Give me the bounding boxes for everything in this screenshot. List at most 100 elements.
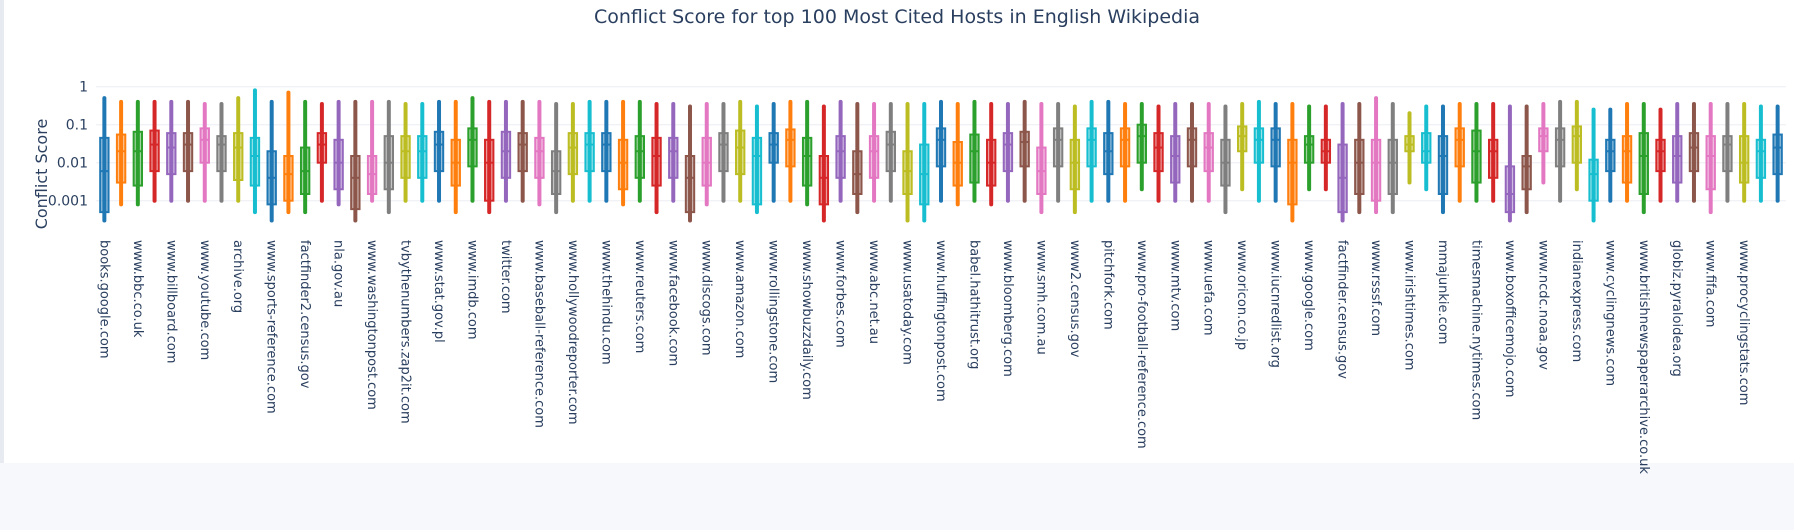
box-iqr xyxy=(634,135,645,179)
box xyxy=(1287,102,1298,223)
box-iqr xyxy=(132,130,144,187)
box xyxy=(1404,111,1415,185)
page-left-rail xyxy=(0,0,4,530)
box xyxy=(283,90,294,215)
box-iqr xyxy=(1136,123,1147,164)
box xyxy=(1237,102,1248,192)
box xyxy=(668,102,679,203)
x-tick-label: www.irishtimes.com xyxy=(1402,240,1417,370)
box xyxy=(1571,99,1583,192)
box-iqr xyxy=(902,150,913,196)
box-iqr xyxy=(1588,158,1599,202)
y-tick-label: 0.01 xyxy=(57,156,88,172)
box xyxy=(266,99,277,223)
box-iqr xyxy=(149,129,160,173)
box-iqr xyxy=(1538,127,1549,153)
box-iqr xyxy=(199,127,210,164)
x-tick-label: www.sports-reference.com xyxy=(264,240,279,414)
x-tick-label: www.oricon.co.jp xyxy=(1234,240,1249,350)
x-tick-label: www.fifa.com xyxy=(1703,240,1718,327)
box-iqr xyxy=(1069,138,1081,191)
box-iqr xyxy=(1554,127,1566,168)
box-iqr xyxy=(233,132,244,182)
box xyxy=(1638,102,1649,215)
box xyxy=(500,99,512,203)
box xyxy=(1554,99,1566,203)
x-tick-label: www.procyclingstats.com xyxy=(1736,240,1751,405)
box xyxy=(1136,102,1147,192)
x-tick-label: timesmachine.nytimes.com xyxy=(1468,240,1483,420)
x-tick-label: www.bloomberg.com xyxy=(1000,240,1015,377)
box xyxy=(735,99,746,203)
box-iqr xyxy=(1186,127,1198,168)
box xyxy=(969,99,980,203)
box-iqr xyxy=(1370,138,1382,202)
box xyxy=(852,102,863,215)
box xyxy=(1354,102,1365,215)
x-tick-label: www.forbes.com xyxy=(833,240,848,348)
box-iqr xyxy=(1303,135,1315,164)
box xyxy=(350,99,361,223)
x-tick-label: www.amazon.com xyxy=(732,240,747,358)
x-tick-label: archive.org xyxy=(230,240,245,313)
box-iqr xyxy=(601,132,612,173)
x-tick-label: www.rsssf.com xyxy=(1368,240,1383,336)
box xyxy=(1036,102,1047,215)
box-iqr xyxy=(1487,138,1499,179)
y-axis-label: Conflict Score xyxy=(32,119,51,230)
box xyxy=(634,99,645,203)
x-tick-label: www.showbuzzdaily.com xyxy=(799,240,814,400)
box xyxy=(617,99,629,207)
x-axis: books.google.com www.bbc.co.uk www.billboa… xyxy=(96,240,1751,474)
x-tick-label: www.facebook.com xyxy=(665,240,680,366)
box-iqr xyxy=(166,132,177,176)
box xyxy=(768,102,779,203)
box xyxy=(651,102,662,215)
box-iqr xyxy=(417,135,428,179)
box-iqr xyxy=(718,132,729,173)
box-iqr xyxy=(818,155,830,206)
box xyxy=(1370,96,1382,215)
box xyxy=(818,104,830,223)
x-tick-label: www.discogs.com xyxy=(699,240,714,356)
x-tick-label: www.imdb.com xyxy=(464,240,479,340)
x-tick-label: www.boxofficemojo.com xyxy=(1502,240,1517,397)
box xyxy=(1705,102,1716,215)
box-iqr xyxy=(1153,132,1164,173)
x-tick-label: babel.hathitrust.org xyxy=(966,240,981,369)
box xyxy=(835,99,846,203)
box xyxy=(885,102,896,203)
box xyxy=(1186,102,1198,203)
box xyxy=(1738,102,1750,203)
box xyxy=(1303,104,1315,192)
box-iqr xyxy=(283,155,294,202)
box xyxy=(433,99,445,203)
box xyxy=(701,102,712,207)
box-iqr xyxy=(1086,127,1097,168)
box-iqr xyxy=(952,141,963,187)
x-tick-label: twitter.com xyxy=(498,240,513,314)
box-iqr xyxy=(651,136,662,187)
box xyxy=(1270,102,1281,203)
box xyxy=(601,99,612,203)
box-iqr xyxy=(584,132,595,173)
box xyxy=(1588,107,1599,223)
box xyxy=(584,99,595,203)
box-iqr xyxy=(1605,138,1616,173)
box-iqr xyxy=(835,135,846,179)
box-iqr xyxy=(99,136,110,214)
x-tick-label: www.cyclingnews.com xyxy=(1602,240,1617,386)
box-iqr xyxy=(1270,127,1281,168)
x-tick-label: www2.census.gov xyxy=(1067,240,1082,358)
box xyxy=(902,102,913,223)
box-iqr xyxy=(1722,135,1733,173)
box-iqr xyxy=(1387,138,1398,195)
x-tick-label: tvbythenumbers.zap2it.com xyxy=(398,240,413,424)
box-iqr xyxy=(1471,129,1482,184)
box xyxy=(1052,102,1064,203)
box xyxy=(233,96,244,203)
x-tick-label: www.stat.gov.pl xyxy=(431,240,446,343)
box xyxy=(1203,102,1214,203)
box-iqr xyxy=(534,136,545,179)
box-iqr xyxy=(1521,155,1532,191)
